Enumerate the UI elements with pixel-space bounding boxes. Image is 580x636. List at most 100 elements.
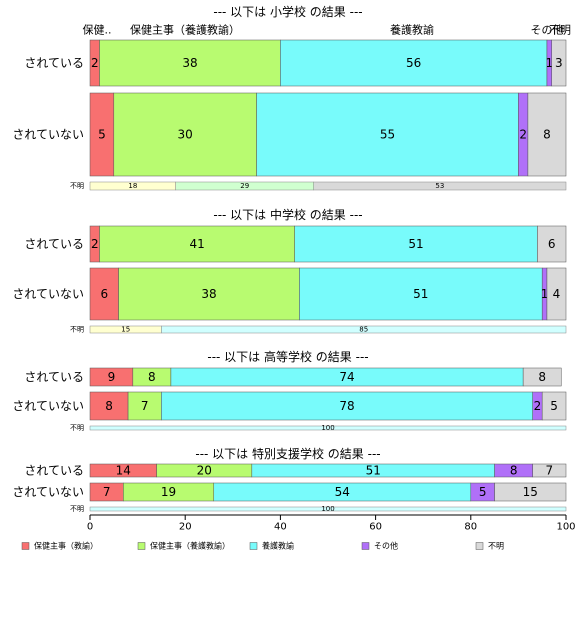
bar-segment	[494, 482, 567, 502]
bar-segment	[532, 463, 567, 478]
data-label: 55	[380, 128, 395, 142]
data-label: 3	[555, 56, 563, 70]
data-label: 78	[339, 399, 354, 413]
x-tick-label: 60	[369, 522, 382, 533]
legend-label: その他	[374, 541, 398, 551]
data-label: 7	[103, 485, 111, 499]
legend-swatch	[137, 542, 146, 550]
bar-segment	[256, 92, 519, 177]
data-label: 20	[197, 464, 212, 478]
legend-label: 保健主事（養護教諭）	[150, 541, 230, 551]
data-label: 56	[406, 56, 421, 70]
legend-swatch	[361, 542, 370, 550]
subbar-value: 85	[359, 326, 368, 334]
row-label: されている	[24, 56, 84, 70]
data-label: 74	[339, 370, 354, 384]
subbar-label: 不明	[70, 505, 84, 513]
legend-label: 保健主事（教諭）	[34, 541, 98, 551]
data-label: 2	[519, 128, 527, 142]
data-label: 54	[335, 485, 350, 499]
legend-swatch	[249, 542, 258, 550]
data-label: 5	[479, 485, 487, 499]
bar-segment	[299, 267, 543, 321]
row-label: されている	[24, 464, 84, 478]
bar-segment	[89, 391, 129, 421]
bar-segment	[522, 367, 562, 387]
bar-segment	[527, 92, 567, 177]
data-label: 5	[550, 399, 558, 413]
section-title: --- 以下は 中学校 の結果 ---	[213, 207, 362, 222]
data-label: 51	[408, 237, 423, 251]
section-title: --- 以下は 特別支援学校 の結果 ---	[195, 446, 380, 461]
subbar-value: 15	[121, 326, 130, 334]
legend-label: 不明	[488, 542, 504, 551]
bar-segment	[551, 39, 567, 87]
row-label: されている	[24, 370, 84, 384]
data-label: 9	[108, 370, 116, 384]
bar-segment	[161, 391, 533, 421]
bar-segment	[541, 391, 567, 421]
data-label: 1	[546, 56, 554, 70]
data-label: 51	[413, 287, 428, 301]
subbar-segment	[89, 425, 567, 431]
subbar-label: 不明	[70, 424, 84, 432]
subbar-label: 不明	[70, 182, 84, 190]
data-label: 30	[178, 128, 193, 142]
subbar-value: 53	[435, 182, 444, 190]
header-label: 保健主事（養護教諭）	[130, 23, 240, 37]
row-label: されていない	[12, 287, 84, 301]
legend-swatch	[21, 542, 30, 550]
data-label: 1	[541, 287, 549, 301]
legend-swatch	[475, 542, 484, 550]
subbar-value: 100	[321, 505, 334, 513]
x-tick-label: 100	[556, 522, 575, 533]
header-label: その他	[531, 24, 564, 37]
data-label: 19	[161, 485, 176, 499]
row-label: されていない	[12, 399, 84, 413]
data-label: 2	[91, 56, 99, 70]
data-label: 8	[510, 464, 518, 478]
data-label: 38	[201, 287, 216, 301]
data-label: 7	[141, 399, 149, 413]
data-label: 5	[98, 128, 106, 142]
section-title: --- 以下は 高等学校 の結果 ---	[207, 349, 368, 364]
data-label: 4	[553, 287, 561, 301]
section-title: --- 以下は 小学校 の結果 ---	[213, 4, 362, 19]
header-label: 保健..	[83, 23, 112, 37]
bar-segment	[118, 267, 300, 321]
data-label: 8	[105, 399, 113, 413]
data-label: 41	[189, 237, 204, 251]
data-label: 8	[538, 370, 546, 384]
data-label: 8	[543, 128, 551, 142]
subbar-segment	[89, 506, 567, 512]
data-label: 2	[534, 399, 542, 413]
subbar-segment	[161, 325, 567, 334]
data-label: 14	[116, 464, 131, 478]
data-label: 8	[148, 370, 156, 384]
data-label: 6	[548, 237, 556, 251]
row-label: されていない	[12, 485, 84, 499]
row-label: されていない	[12, 128, 84, 142]
x-tick-label: 40	[274, 522, 287, 533]
data-label: 38	[182, 56, 197, 70]
x-tick-label: 80	[464, 522, 477, 533]
subbar-value: 18	[128, 182, 137, 190]
bar-segment	[537, 225, 567, 263]
legend-label: 養護教諭	[262, 541, 294, 551]
bar-segment	[113, 92, 257, 177]
subbar-label: 不明	[70, 326, 84, 334]
x-tick-label: 0	[87, 522, 93, 533]
bar-segment	[294, 225, 538, 263]
data-label: 2	[91, 237, 99, 251]
header-label: 不明	[549, 24, 571, 37]
row-label: されている	[24, 237, 84, 251]
x-tick-label: 20	[179, 522, 192, 533]
subbar-segment	[313, 181, 567, 191]
header-label: 養護教諭	[390, 23, 434, 37]
subbar-value: 29	[240, 182, 249, 190]
subbar-value: 100	[321, 424, 334, 432]
bar-segment	[99, 39, 281, 87]
data-label: 7	[546, 464, 554, 478]
data-label: 6	[100, 287, 108, 301]
